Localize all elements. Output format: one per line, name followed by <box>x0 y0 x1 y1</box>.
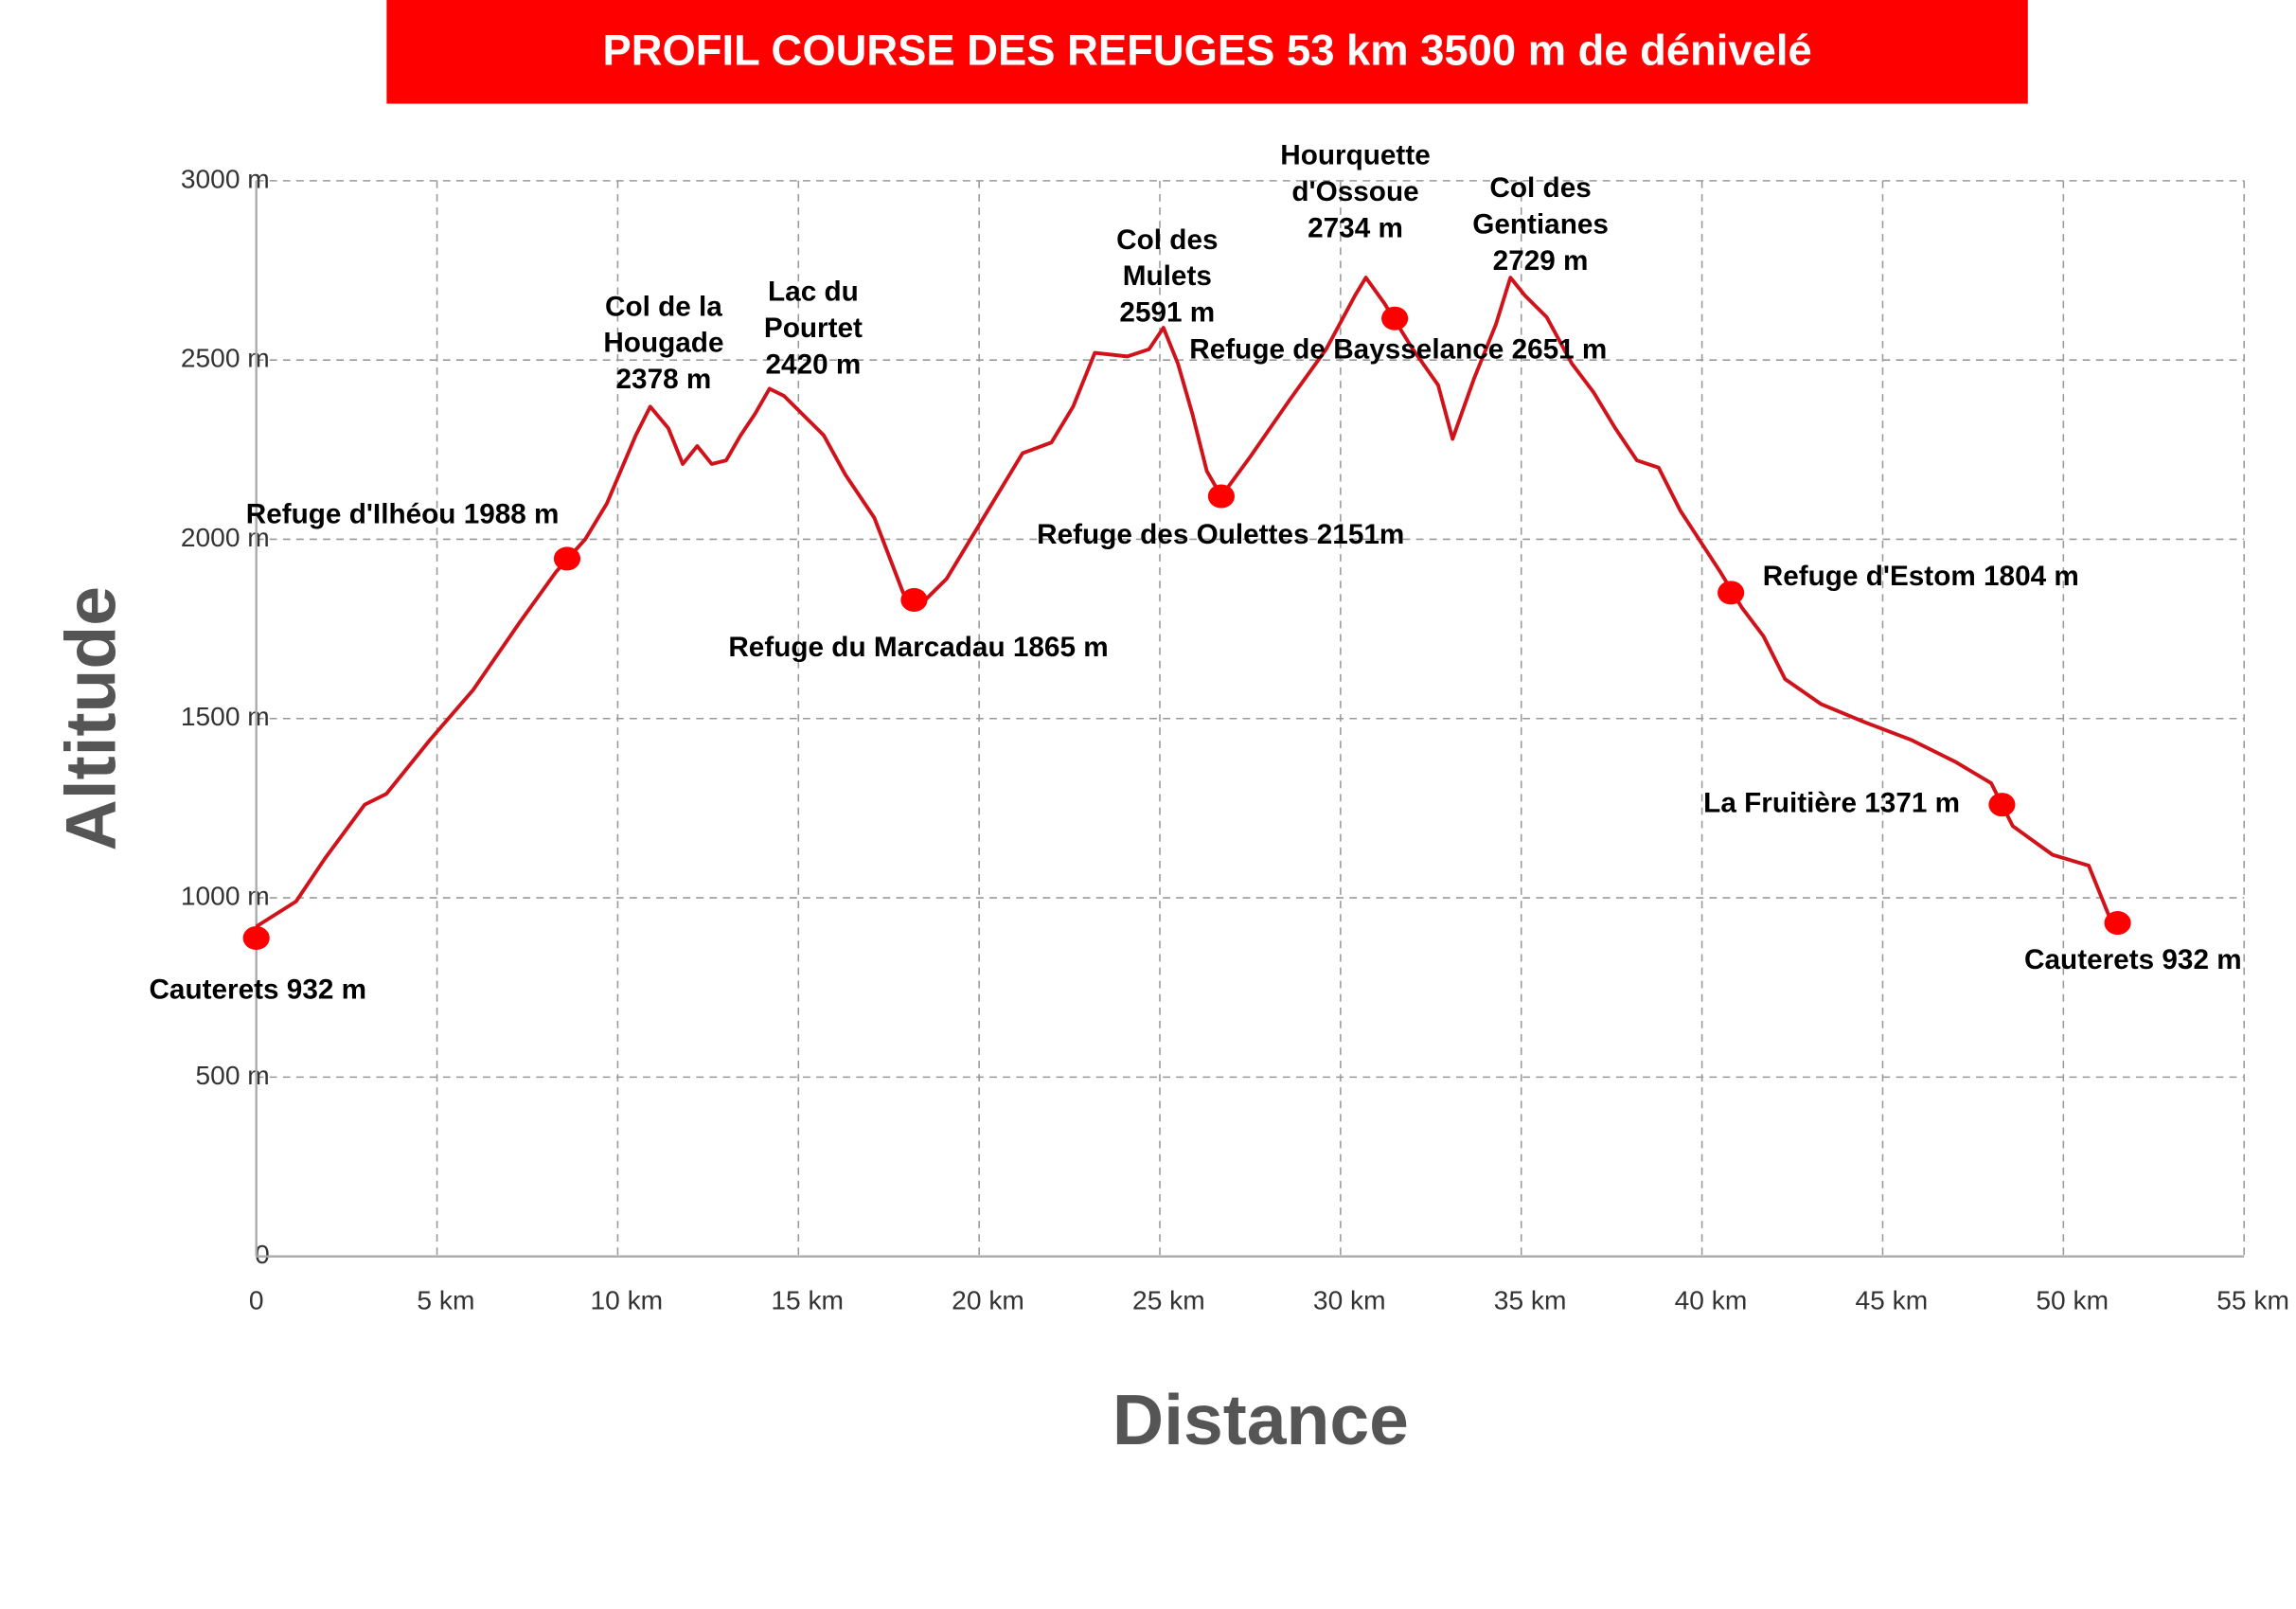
y-tick-label: 1500 m <box>181 702 270 731</box>
peak-label: Lac du <box>768 277 859 308</box>
peak-label: d'Ossoue <box>1291 176 1418 207</box>
x-tick-label: 25 km <box>1132 1286 1205 1315</box>
point-label: Refuge d'Ilhéou 1988 m <box>246 498 560 529</box>
peak-label: Col de la <box>605 291 722 322</box>
peak-label: Hougade <box>603 328 723 359</box>
point-label: Refuge du Marcadau 1865 m <box>728 632 1108 663</box>
peak-label: Hourquette <box>1280 140 1431 171</box>
peak-label: 2378 m <box>616 364 712 395</box>
y-tick-label: 3000 m <box>181 164 270 193</box>
point-label: La Fruitière 1371 m <box>1703 787 1960 818</box>
peak-label: Mulets <box>1123 260 1212 292</box>
point-marker <box>1718 581 1745 605</box>
point-marker <box>2104 911 2131 936</box>
peak-label: Pourtet <box>764 313 863 344</box>
y-tick-label: 500 m <box>196 1061 270 1090</box>
title-bar <box>386 0 2028 104</box>
point-label: Cauterets 932 m <box>2024 944 2242 975</box>
y-tick-label: 0 <box>255 1240 270 1269</box>
point-label: Cauterets 932 m <box>149 974 366 1005</box>
peak-label: 2420 m <box>766 349 862 380</box>
point-marker <box>1381 306 1409 331</box>
peak-label: 2729 m <box>1493 245 1589 277</box>
point-marker <box>242 925 270 950</box>
elevation-line <box>255 276 2112 929</box>
x-tick-label: 30 km <box>1313 1286 1386 1315</box>
x-tick-label: 55 km <box>2216 1286 2289 1315</box>
x-tick-label: 5 km <box>417 1286 474 1315</box>
chart-title: PROFIL COURSE DES REFUGES 53 km 3500 m d… <box>602 26 1811 74</box>
x-axis-label: Distance <box>1112 1380 1409 1459</box>
point-marker <box>1988 793 2016 817</box>
peak-label: Col des <box>1489 172 1591 204</box>
x-tick-label: 50 km <box>2036 1286 2109 1315</box>
point-marker <box>1207 484 1235 509</box>
y-tick-label: 2000 m <box>181 523 270 552</box>
x-tick-label: 0 <box>249 1286 264 1315</box>
x-tick-label: 10 km <box>590 1286 663 1315</box>
y-tick-label: 1000 m <box>181 881 270 910</box>
x-tick-label: 35 km <box>1494 1286 1567 1315</box>
x-tick-label: 40 km <box>1675 1286 1748 1315</box>
point-label: Refuge des Oulettes 2151m <box>1037 519 1404 550</box>
y-axis-label: Altitude <box>51 586 131 850</box>
peak-label: Col des <box>1116 224 1218 256</box>
y-tick-label: 2500 m <box>181 344 270 373</box>
point-label: Refuge de Baysselance 2651 m <box>1189 334 1607 366</box>
point-marker <box>900 587 928 612</box>
point-marker <box>553 546 581 571</box>
x-tick-label: 45 km <box>1856 1286 1929 1315</box>
peak-label: 2591 m <box>1119 297 1215 329</box>
peak-label: Gentianes <box>1472 208 1609 240</box>
x-tick-label: 20 km <box>952 1286 1024 1315</box>
x-tick-label: 15 km <box>771 1286 844 1315</box>
point-label: Refuge d'Estom 1804 m <box>1763 561 2079 592</box>
peak-label: 2734 m <box>1308 212 1403 243</box>
